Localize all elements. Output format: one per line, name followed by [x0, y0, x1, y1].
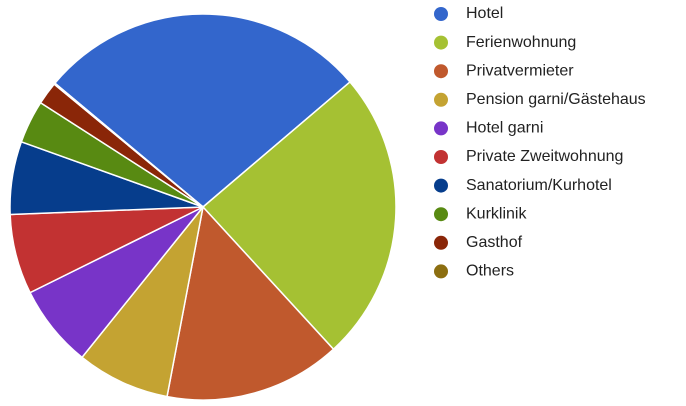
legend-label: Hotel garni	[466, 120, 543, 137]
legend-swatch	[434, 264, 448, 279]
legend-swatch	[434, 7, 448, 21]
pie-slice	[201, 80, 397, 351]
legend-label: Gasthof	[466, 234, 523, 251]
legend-swatch	[434, 150, 448, 164]
legend-label: Ferienwohnung	[466, 34, 576, 51]
legend-swatch	[434, 207, 448, 222]
legend-label: Others	[466, 263, 514, 280]
legend-swatch	[434, 92, 448, 107]
legend-swatch	[434, 178, 448, 193]
pie-slice	[53, 82, 204, 208]
legend-label: Sanatorium/Kurhotel	[466, 177, 612, 194]
legend-label: Pension garni/Gästehaus	[466, 91, 646, 108]
legend-label: Hotel	[466, 5, 503, 22]
legend-swatch	[434, 121, 448, 136]
legend-swatch	[434, 235, 448, 250]
pie-slice	[53, 13, 352, 208]
legend-label: Private Zweitwohnung	[466, 148, 623, 165]
pie-slice	[80, 206, 204, 398]
pie-slice	[166, 205, 335, 401]
legend-swatch	[434, 35, 448, 50]
legend-swatch	[434, 64, 448, 79]
legend-label: Privatvermieter	[466, 62, 574, 79]
legend-label: Kurklinik	[466, 205, 527, 222]
